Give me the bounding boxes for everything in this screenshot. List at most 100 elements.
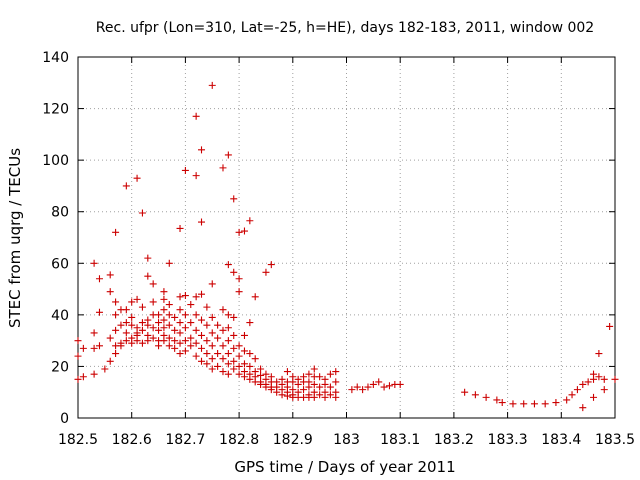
data-point: [192, 352, 200, 360]
data-point: [176, 350, 184, 358]
data-point: [128, 339, 136, 347]
data-point: [590, 393, 598, 401]
data-point: [316, 391, 324, 399]
data-point: [187, 301, 195, 309]
data-point: [568, 391, 576, 399]
data-point: [305, 370, 313, 378]
data-point: [198, 357, 206, 365]
data-point: [267, 261, 275, 269]
data-point: [90, 259, 98, 267]
x-tick-label: 182.8: [219, 432, 259, 448]
data-point: [482, 393, 490, 401]
data-point: [106, 334, 114, 342]
y-tick-label: 100: [42, 153, 69, 169]
data-point: [181, 324, 189, 332]
data-point: [181, 337, 189, 345]
x-tick-label: 183.4: [541, 432, 581, 448]
data-point: [208, 355, 216, 363]
data-point: [203, 337, 211, 345]
y-axis-ticks: 0 20 40 60 80 100 120 140: [42, 50, 615, 427]
data-point: [192, 112, 200, 120]
data-point: [101, 365, 109, 373]
data-point: [321, 380, 329, 388]
data-point: [198, 344, 206, 352]
data-point: [138, 319, 146, 327]
data-point: [187, 319, 195, 327]
data-point: [112, 298, 120, 306]
data-point: [187, 342, 195, 350]
y-tick-label: 20: [51, 359, 69, 375]
x-tick-label: 182.7: [165, 432, 205, 448]
data-point: [155, 342, 163, 350]
data-point: [208, 280, 216, 288]
data-point: [310, 365, 318, 373]
data-point: [117, 321, 125, 329]
x-tick-label: 183.1: [380, 432, 420, 448]
y-tick-label: 0: [60, 411, 69, 427]
data-point: [235, 342, 243, 350]
data-point: [160, 324, 168, 332]
data-point: [235, 362, 243, 370]
data-point: [579, 380, 587, 388]
data-point: [348, 386, 356, 394]
data-point: [128, 298, 136, 306]
data-point: [316, 383, 324, 391]
data-point: [385, 382, 393, 390]
data-point: [122, 182, 130, 190]
data-point: [224, 360, 232, 368]
x-tick-label: 182.9: [273, 432, 313, 448]
data-point: [595, 350, 603, 358]
data-point: [235, 370, 243, 378]
data-point: [122, 319, 130, 327]
data-point: [573, 386, 581, 394]
data-point: [144, 337, 152, 345]
data-point: [181, 347, 189, 355]
data-point: [198, 146, 206, 154]
data-point: [74, 352, 82, 360]
data-point: [375, 378, 383, 386]
data-point: [353, 383, 361, 391]
data-point: [155, 319, 163, 327]
data-point: [563, 396, 571, 404]
data-point: [530, 400, 538, 408]
data-point: [219, 306, 227, 314]
data-point: [332, 393, 340, 401]
x-tick-label: 183.2: [434, 432, 474, 448]
data-point: [224, 311, 232, 319]
data-point: [278, 391, 286, 399]
data-point: [230, 268, 238, 276]
data-point: [176, 306, 184, 314]
data-point: [611, 375, 619, 383]
data-point: [230, 344, 238, 352]
data-point: [332, 368, 340, 376]
data-point: [219, 368, 227, 376]
data-point: [541, 400, 549, 408]
data-point: [160, 295, 168, 303]
data-point: [326, 370, 334, 378]
data-point: [214, 350, 222, 358]
data-point: [208, 342, 216, 350]
y-tick-label: 120: [42, 102, 69, 118]
data-point: [224, 324, 232, 332]
data-point: [171, 337, 179, 345]
data-point: [224, 261, 232, 269]
y-tick-label: 60: [51, 256, 69, 272]
data-point: [208, 81, 216, 89]
data-point: [230, 357, 238, 365]
x-tick-label: 183: [333, 432, 360, 448]
data-point: [235, 352, 243, 360]
data-point: [283, 368, 291, 376]
data-point: [240, 331, 248, 339]
y-axis-label: STEC from uqrg / TECUs: [6, 148, 24, 328]
x-axis-label: GPS time / Days of year 2011: [234, 458, 455, 476]
data-point: [235, 228, 243, 236]
data-point: [246, 350, 254, 358]
data-point: [171, 313, 179, 321]
x-tick-label: 183.5: [595, 432, 635, 448]
data-point: [149, 334, 157, 342]
data-point: [155, 326, 163, 334]
data-point: [198, 331, 206, 339]
data-point: [192, 172, 200, 180]
data-point: [187, 334, 195, 342]
